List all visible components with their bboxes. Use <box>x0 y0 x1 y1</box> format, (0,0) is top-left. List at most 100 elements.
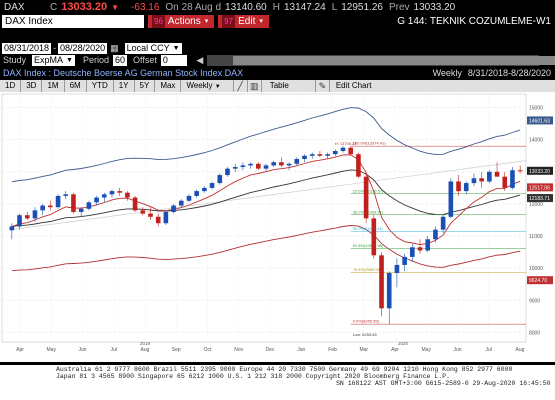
candle-body <box>248 163 253 166</box>
edit-button[interactable]: 97 Edit ▾ <box>218 14 269 28</box>
footer-line-1: Australia 61 2 9777 8600 Brazil 5511 239… <box>56 366 513 373</box>
candle-body <box>286 163 292 166</box>
period-button-max[interactable]: Max <box>155 80 182 92</box>
x-tick-label: Mar <box>359 347 368 353</box>
x-tick-label: Nov <box>234 347 243 353</box>
page-title: G 144: TEKNIK COZUMLEME-W1 <box>397 15 551 27</box>
offset-input[interactable]: 0 <box>160 54 187 66</box>
period-button-6m[interactable]: 6M <box>65 80 87 92</box>
candle-body <box>440 216 446 230</box>
price-tag <box>527 183 553 192</box>
price-tag <box>527 166 553 175</box>
candle-body <box>9 226 15 231</box>
price-tag <box>527 116 553 125</box>
price-tag-label: 12183.71 <box>529 196 550 202</box>
frequency-select[interactable]: Weekly ▼ <box>181 80 234 92</box>
down-arrow-icon: ▼ <box>111 2 120 12</box>
candle-body <box>186 195 192 201</box>
fib-label: 50.0%(11135.04) <box>353 226 384 231</box>
ticker-input[interactable]: DAX Index <box>2 14 144 28</box>
period-input[interactable]: 60 <box>112 54 127 66</box>
candle-body <box>94 197 99 203</box>
period-button-1m[interactable]: 1M <box>42 80 65 92</box>
calendar-icon[interactable]: ▦ <box>110 42 119 53</box>
candle-body <box>317 154 323 156</box>
last-label: C <box>50 1 58 13</box>
candle-body <box>356 154 361 177</box>
edit-chart-button[interactable]: Edit Chart <box>335 81 372 90</box>
candle-body <box>494 171 500 177</box>
x-tick-label: Jun <box>453 347 461 353</box>
slow-ma-line <box>11 169 521 227</box>
candle-body <box>55 195 61 208</box>
footer-line-2: Japan 81 3 4565 8900 Singapore 65 6212 1… <box>56 373 450 380</box>
candle-body <box>225 168 230 176</box>
period-button-ytd[interactable]: YTD <box>87 80 114 92</box>
candle-body <box>78 208 84 212</box>
price-chart[interactable]: H: 13795.24100.0%(13374.41)23.6%(12316.5… <box>0 92 555 362</box>
price-tag <box>527 194 553 203</box>
y-axis: 80009000100001100012000130001400015000 <box>529 106 543 337</box>
offset-label: Offset <box>133 55 157 65</box>
candle-body <box>371 218 377 256</box>
currency-select[interactable]: Local CCY ▼ <box>124 42 182 54</box>
study-select[interactable]: ExpMA ▼ <box>32 54 75 66</box>
start-date-field[interactable]: 08/31/2018 <box>2 42 52 54</box>
actions-button[interactable]: 96 Actions ▾ <box>148 14 215 28</box>
chart-scrollbar[interactable] <box>206 54 555 66</box>
y-tick-label: 15000 <box>529 106 543 112</box>
footer-line-3: SN 168122 AST GMT+3:00 G615-2589-0 29-Au… <box>336 380 551 387</box>
upper-band-line <box>11 107 521 183</box>
candle-body <box>479 178 484 182</box>
candle-body <box>263 165 269 169</box>
candle-body <box>309 154 315 156</box>
period-button-3d[interactable]: 3D <box>21 80 43 92</box>
candle-body <box>433 229 438 240</box>
study-label: Study <box>3 55 27 65</box>
candle-body <box>302 155 307 159</box>
candle-body <box>109 191 115 195</box>
fib-label: Low: 8255.65 <box>353 332 378 337</box>
candle-body <box>456 181 461 192</box>
y-tick-label: 11000 <box>529 234 543 240</box>
last-price: 13033.20 <box>61 1 108 13</box>
table-button[interactable]: Table <box>262 80 316 92</box>
lower-band-line <box>11 225 521 272</box>
scrollbar-thumb[interactable] <box>232 55 555 65</box>
period-button-5y[interactable]: 5Y <box>135 80 156 92</box>
bar-chart-icon[interactable]: ▥ <box>248 80 262 92</box>
quote-bar: DAX C 13033.20 ▼ -63.16 On 28 Aug d 1314… <box>0 0 555 14</box>
candle-body <box>148 213 153 217</box>
prev-label: Prev <box>388 1 410 13</box>
chart-candles <box>9 146 523 325</box>
study-row: Study ExpMA ▼ Period 60 Offset 0 ◀ ▶ <box>0 54 555 66</box>
candle-body <box>425 239 431 251</box>
scroll-left-icon[interactable]: ◀ <box>196 54 204 65</box>
open-price: 13140.60 <box>225 1 267 13</box>
end-date-field[interactable]: 08/28/2020 <box>58 42 108 54</box>
candle-body <box>471 178 477 184</box>
price-tag-label: 14601.63 <box>529 118 550 124</box>
candle-body <box>194 191 199 196</box>
period-button-1d[interactable]: 1D <box>0 80 22 92</box>
date-label: On 28 Aug d <box>165 1 222 13</box>
candle-body <box>217 175 223 184</box>
candle-body <box>232 167 238 169</box>
candle-body <box>117 191 122 193</box>
candle-body <box>155 216 161 224</box>
candle-body <box>510 170 515 188</box>
chart-toolbar: 1D 3D 1M 6M YTD 1Y 5Y Max Weekly ▼ ╱ ▥ T… <box>0 80 555 92</box>
line-chart-icon[interactable]: ╱ <box>234 80 248 92</box>
candle-body <box>63 194 69 196</box>
periodicity-label: Weekly <box>432 68 462 78</box>
chevron-down-icon: ▼ <box>172 44 180 52</box>
security-description: DAX Index : Deutsche Boerse AG German St… <box>3 68 244 78</box>
price-labels: 14601.63 13033.20 12517.06 12183.71 9624.70 <box>527 116 553 285</box>
period-button-1y[interactable]: 1Y <box>114 80 135 92</box>
draw-tool-icon[interactable]: ✎ <box>316 80 330 92</box>
date-separator: - <box>53 43 57 53</box>
year-label: 2020 <box>398 341 409 346</box>
y-tick-label: 14000 <box>529 138 543 144</box>
candle-body <box>32 210 38 219</box>
fib-label: 61.8%(10607.86) <box>353 243 384 248</box>
